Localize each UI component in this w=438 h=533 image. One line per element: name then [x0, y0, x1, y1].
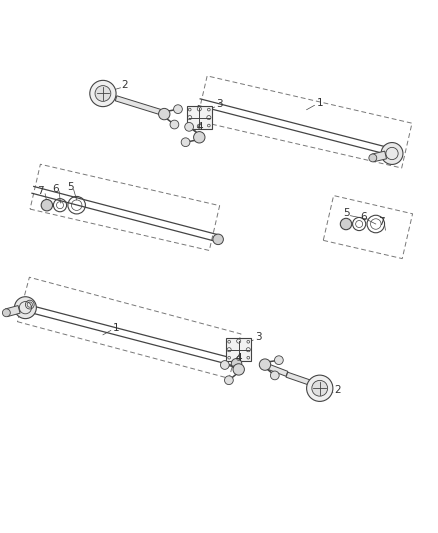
- Circle shape: [159, 108, 170, 120]
- Bar: [226, 338, 251, 361]
- Text: 7: 7: [378, 217, 385, 227]
- Circle shape: [340, 219, 352, 230]
- Circle shape: [259, 359, 271, 370]
- Text: 2: 2: [121, 80, 128, 90]
- Polygon shape: [115, 96, 161, 115]
- Text: 6: 6: [360, 213, 367, 222]
- Polygon shape: [5, 305, 20, 317]
- Circle shape: [275, 356, 283, 365]
- Circle shape: [213, 234, 223, 245]
- Circle shape: [225, 376, 233, 385]
- Circle shape: [95, 86, 111, 101]
- Text: 7: 7: [37, 186, 44, 196]
- Text: 5: 5: [67, 182, 74, 192]
- Text: 6: 6: [52, 183, 59, 193]
- Circle shape: [185, 123, 194, 131]
- Text: 3: 3: [255, 333, 262, 343]
- Circle shape: [3, 309, 11, 317]
- Circle shape: [231, 359, 242, 369]
- Circle shape: [90, 80, 116, 107]
- Text: 5: 5: [343, 208, 350, 218]
- Circle shape: [381, 142, 403, 165]
- Circle shape: [14, 297, 36, 319]
- Text: 1: 1: [316, 98, 323, 108]
- Circle shape: [173, 105, 182, 114]
- Polygon shape: [260, 361, 288, 376]
- Text: 1: 1: [113, 323, 120, 333]
- Circle shape: [194, 132, 205, 143]
- Text: 4: 4: [235, 353, 242, 362]
- Polygon shape: [286, 372, 312, 385]
- Text: 3: 3: [216, 100, 223, 109]
- Circle shape: [181, 138, 190, 147]
- Circle shape: [220, 361, 229, 369]
- Circle shape: [307, 375, 333, 401]
- Text: 4: 4: [196, 122, 203, 132]
- Circle shape: [312, 381, 328, 396]
- Circle shape: [170, 120, 179, 129]
- Polygon shape: [372, 151, 386, 162]
- Bar: [187, 106, 212, 129]
- Circle shape: [233, 364, 244, 375]
- Text: 2: 2: [334, 385, 341, 395]
- Circle shape: [270, 371, 279, 380]
- Circle shape: [41, 199, 53, 211]
- Circle shape: [369, 154, 377, 162]
